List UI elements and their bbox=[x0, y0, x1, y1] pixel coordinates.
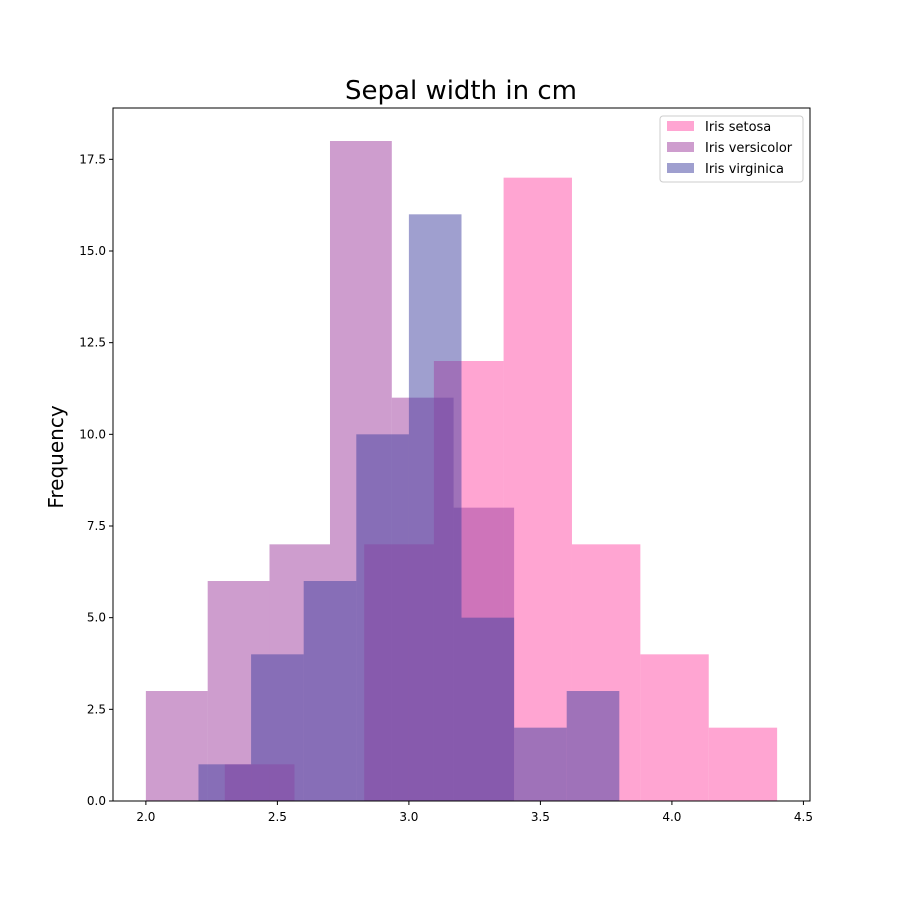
x-axis: 2.0 2.5 3.0 3.5 4.0 4.5 bbox=[136, 801, 813, 824]
legend-swatch bbox=[667, 142, 694, 152]
y-tick-label: 15.0 bbox=[79, 244, 106, 258]
histogram-bar bbox=[303, 581, 357, 801]
y-tick-label: 10.0 bbox=[79, 427, 106, 441]
legend-swatch bbox=[667, 163, 694, 173]
histogram-bar bbox=[640, 654, 709, 801]
y-tick-label: 7.5 bbox=[87, 519, 106, 533]
y-tick-label: 12.5 bbox=[79, 336, 106, 350]
histogram-bar bbox=[708, 727, 778, 801]
histogram-bar bbox=[408, 214, 462, 802]
y-tick-label: 0.0 bbox=[87, 794, 106, 808]
histogram-bar bbox=[198, 764, 252, 801]
chart-title: Sepal width in cm bbox=[345, 76, 577, 106]
histogram-bar bbox=[461, 617, 515, 801]
histogram-bar bbox=[514, 727, 567, 801]
y-tick-label: 2.5 bbox=[87, 702, 106, 716]
y-tick-label: 17.5 bbox=[79, 152, 106, 166]
x-tick-label: 2.5 bbox=[268, 810, 287, 824]
legend: Iris setosa Iris versicolor Iris virginica bbox=[659, 115, 804, 183]
x-tick-label: 4.0 bbox=[662, 810, 681, 824]
y-axis-label: Frequency bbox=[44, 405, 68, 508]
y-axis: 0.0 2.5 5.0 7.5 10.0 12.5 15.0 17.5 bbox=[79, 152, 113, 808]
x-tick-label: 4.5 bbox=[794, 810, 813, 824]
legend-label: Iris versicolor bbox=[705, 141, 793, 156]
x-tick-label: 3.5 bbox=[531, 810, 550, 824]
legend-box bbox=[659, 115, 804, 183]
histogram-bar bbox=[145, 691, 208, 801]
legend-label: Iris setosa bbox=[705, 120, 771, 135]
plot-frame bbox=[112, 107, 811, 802]
y-tick-label: 5.0 bbox=[87, 611, 106, 625]
legend-label: Iris virginica bbox=[705, 162, 784, 177]
histogram-bar bbox=[251, 654, 304, 801]
histogram-bar bbox=[566, 691, 620, 801]
bars-layer bbox=[145, 141, 778, 802]
histogram-bar bbox=[356, 434, 409, 801]
histogram-bar bbox=[503, 177, 572, 801]
legend-swatch bbox=[667, 121, 694, 131]
x-tick-label: 2.0 bbox=[136, 810, 155, 824]
x-tick-label: 3.0 bbox=[399, 810, 418, 824]
